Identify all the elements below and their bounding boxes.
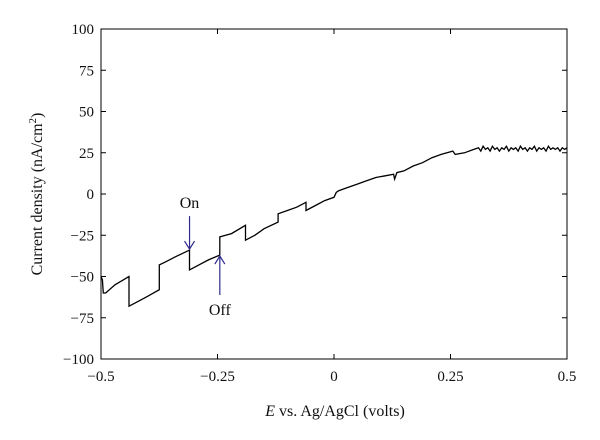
- annotation-on: On: [180, 195, 200, 212]
- y-tick-label: 75: [79, 63, 94, 79]
- x-axis-title-italic: E: [264, 403, 275, 420]
- annotation-off: Off: [209, 302, 232, 319]
- y-axis-title-close: ): [29, 113, 46, 118]
- y-axis: 100 75 50 25 0 −25 −50 −75 −100: [63, 22, 567, 368]
- series-group: [100, 144, 568, 308]
- x-axis-title-rest: vs. Ag/AgCl (volts): [275, 403, 405, 420]
- x-tick-label: 0.5: [558, 369, 577, 385]
- x-tick-label: −0.5: [87, 369, 114, 385]
- x-tick-label: 0: [330, 369, 338, 385]
- y-axis-title-main: Current density (nA/cm: [29, 123, 46, 276]
- x-tick-label: −0.25: [200, 369, 235, 385]
- x-axis-title: E vs. Ag/AgCl (volts): [264, 403, 405, 420]
- plot-border: [100, 28, 568, 360]
- x-axis: −0.5 −0.25 0 0.25 0.5: [87, 29, 576, 385]
- y-tick-label: −25: [71, 228, 94, 244]
- plot-frame: [100, 28, 568, 360]
- annotations: On Off: [180, 195, 232, 319]
- series-line-0: [100, 144, 568, 308]
- y-tick-label: 25: [79, 146, 94, 162]
- x-tick-label: 0.25: [437, 369, 463, 385]
- y-tick-label: −100: [63, 352, 94, 368]
- y-tick-label: −75: [71, 311, 94, 327]
- y-tick-label: 0: [87, 187, 95, 203]
- y-tick-label: 50: [79, 105, 94, 121]
- arrow-on-head: [184, 240, 196, 251]
- arrow-off-head: [214, 254, 226, 265]
- y-axis-title-sup: 2: [27, 118, 39, 124]
- y-axis-title: Current density (nA/cm2): [27, 113, 46, 276]
- y-tick-label: 100: [72, 22, 95, 38]
- y-tick-label: −50: [71, 270, 94, 286]
